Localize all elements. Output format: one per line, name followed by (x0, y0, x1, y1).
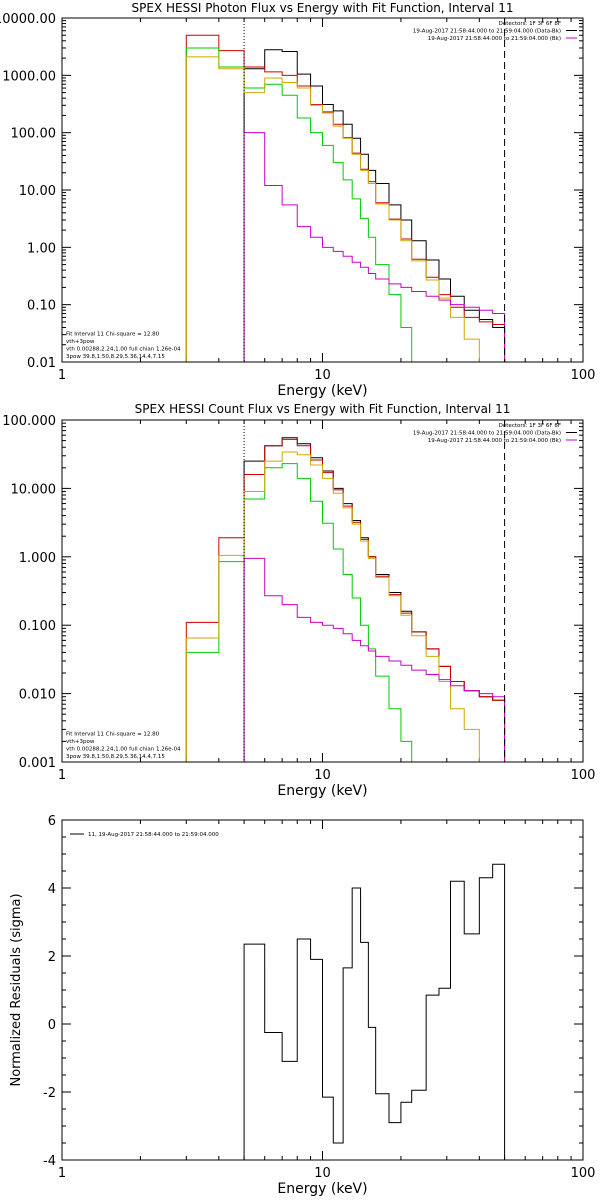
data-series-4 (185, 56, 494, 362)
data-series-5 (243, 132, 506, 362)
y-tick-label: 2 (48, 950, 56, 965)
legend-bottom-entry: vth 0.00288,2.24,1.00 full chian 1.26e-0… (66, 747, 181, 753)
x-tick-label: 1 (58, 368, 66, 383)
legend-entry: 11, 19-Aug-2017 21:58:44.000 to 21:59:04… (88, 832, 219, 838)
legend-top-entry: Detectors: 1F 3F 6F 8F (499, 21, 561, 27)
legend-top-entry: 19-Aug-2017 21:58:44.000 to 21:59:04.000… (428, 36, 561, 42)
legend-bottom-entry: Fit Interval 11 Chi-square = 12.80 (66, 332, 160, 338)
legend-top-entry: 19-Aug-2017 21:58:44.000 to 21:59:04.000… (428, 438, 561, 444)
chart-title: SPEX HESSI Photon Flux vs Energy with Fi… (132, 1, 514, 15)
y-tick-label: 0.10 (27, 299, 56, 314)
y-tick-label: 100.000 (2, 414, 56, 429)
x-axis-label: Energy (keV) (277, 783, 367, 799)
y-tick-label: 1.00 (27, 241, 56, 256)
y-tick-label: 1.000 (19, 551, 56, 566)
legend-bottom-entry: vth+3pow (66, 739, 95, 745)
x-axis-label: Energy (keV) (277, 1181, 367, 1197)
legend-bottom-entry: vth 0.00288,2.24,1.00 full chian 1.26e-0… (66, 347, 181, 353)
y-tick-label: 0.001 (19, 756, 56, 771)
legend-bottom-entry: 3pow 39.8,1.50,8.29,5.36,14.4,7.15 (66, 354, 165, 360)
y-tick-label: 10.000 (11, 482, 57, 497)
x-tick-label: 10 (314, 1166, 331, 1181)
y-tick-label: 6 (48, 814, 56, 829)
chart-panel-3: 1 10 100 -4 -2 0 2 4 6 Energy (keV) Normalized Res… (9, 814, 595, 1197)
y-tick-label: -2 (43, 1086, 56, 1101)
y-tick-label: 10.00 (19, 184, 56, 199)
series-group (243, 863, 506, 1160)
data-series-5 (243, 557, 506, 762)
series-group (185, 437, 506, 762)
chart-panel-2: SPEX HESSI Count Flux vs Energy with Fit… (2, 402, 595, 799)
x-tick-label: 100 (571, 768, 596, 783)
plot-frame (61, 17, 584, 363)
x-tick-label: 100 (571, 368, 596, 383)
legend-top-entry: 19-Aug-2017 21:58:44.000 to 21:59:04.000… (413, 431, 561, 437)
chart-title: SPEX HESSI Count Flux vs Energy with Fit… (135, 402, 511, 416)
data-series-1 (243, 863, 506, 1160)
y-tick-label: -4 (43, 1154, 56, 1169)
series-group (185, 34, 506, 362)
x-tick-label: 100 (571, 1166, 596, 1181)
y-tick-label: 100.00 (11, 127, 57, 142)
y-tick-label: 0.100 (19, 619, 56, 634)
x-tick-label: 1 (58, 1166, 66, 1181)
legend-top-entry: Detectors: 1F 3F 6F 8F (499, 423, 561, 429)
y-tick-label: 4 (48, 882, 56, 897)
y-tick-label: 0.010 (19, 688, 56, 703)
data-series-2 (185, 34, 506, 362)
legend-bottom-entry: vth+3pow (66, 339, 95, 345)
chart-panel-1: SPEX HESSI Photon Flux vs Energy with Fi… (0, 1, 595, 399)
x-tick-label: 10 (314, 368, 331, 383)
y-tick-label: 0.01 (27, 356, 56, 371)
data-series-3 (185, 463, 413, 762)
y-tick-label: 10000.00 (0, 12, 56, 27)
legend-bottom-entry: 3pow 39.8,1.50,8.29,5.36,14.4,7.15 (66, 754, 165, 760)
data-series-2 (185, 438, 506, 762)
data-series-1 (243, 49, 506, 362)
y-axis-label: Normalized Residuals (sigma) (9, 893, 24, 1086)
x-axis-label: Energy (keV) (277, 383, 367, 399)
x-tick-label: 10 (314, 768, 331, 783)
y-tick-label: 0 (48, 1018, 56, 1033)
y-tick-label: 1000.00 (2, 69, 56, 84)
data-series-4 (185, 451, 494, 762)
plot-frame (61, 819, 584, 1161)
data-series-1 (243, 437, 506, 762)
legend-top-entry: 19-Aug-2017 21:58:44.000 to 21:59:04.000… (413, 29, 561, 35)
legend-bottom-entry: Fit Interval 11 Chi-square = 12.80 (66, 732, 160, 738)
data-series-3 (185, 47, 427, 362)
x-tick-label: 1 (58, 768, 66, 783)
plot-frame (61, 419, 584, 763)
